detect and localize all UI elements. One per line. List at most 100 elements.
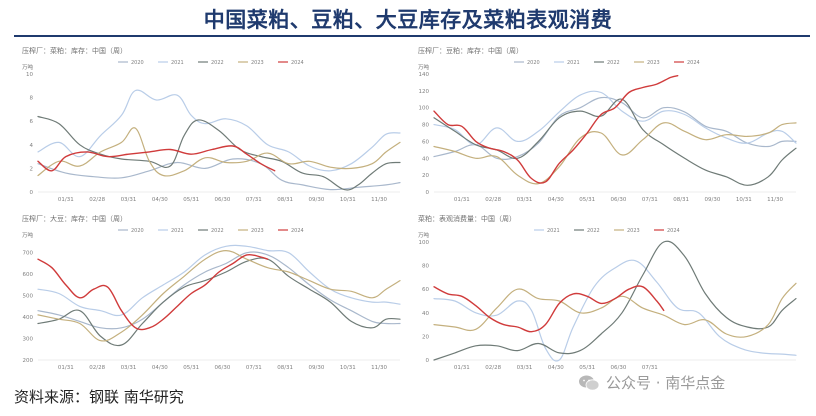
chart-3-svg: 压榨厂：大豆：库存：中国（周） 万吨 2020 2021 2022 2023 2024 200… bbox=[22, 214, 401, 371]
x-tick-label: 07/31 bbox=[642, 197, 658, 203]
x-tick-label: 10/31 bbox=[736, 197, 752, 203]
series-line-2023 bbox=[37, 250, 401, 342]
x-tick-label: 11/30 bbox=[371, 197, 387, 203]
chart-panel-1: 压榨厂：菜粕：库存：中国（周） 万吨 2020 2021 2022 2023 2024 0 2 4… bbox=[14, 40, 406, 205]
y-tick-label: 20 bbox=[422, 334, 429, 340]
legend-label: 2024 bbox=[687, 60, 700, 66]
y-tick-label: 2 bbox=[30, 166, 34, 172]
y-tick-label: 60 bbox=[422, 287, 429, 293]
y-axis-unit: 万吨 bbox=[22, 63, 34, 71]
x-tick-label: 05/31 bbox=[579, 197, 595, 203]
y-tick-label: 8 bbox=[30, 96, 34, 102]
y-tick-label: 300 bbox=[23, 337, 34, 343]
x-tick-label: 04/30 bbox=[548, 365, 564, 371]
y-tick-label: 80 bbox=[422, 123, 429, 129]
x-tick-label: 01/31 bbox=[454, 197, 470, 203]
series-line-2024 bbox=[433, 75, 679, 184]
y-tick-label: 20 bbox=[422, 173, 429, 179]
legend-label: 2021 bbox=[171, 228, 184, 234]
series-line-2022 bbox=[433, 98, 797, 186]
y-tick-label: 0 bbox=[426, 190, 430, 196]
series-line-2022 bbox=[37, 257, 401, 347]
y-tick-label: 4 bbox=[30, 143, 34, 149]
x-tick-label: 11/30 bbox=[371, 365, 387, 371]
legend-label: 2023 bbox=[627, 228, 640, 234]
y-tick-label: 60 bbox=[422, 139, 429, 145]
x-tick-label: 11/30 bbox=[767, 197, 783, 203]
legend-label: 2020 bbox=[131, 228, 144, 234]
legend-label: 2021 bbox=[567, 60, 580, 66]
y-tick-label: 400 bbox=[23, 315, 34, 321]
series-line-2021 bbox=[433, 259, 797, 362]
x-tick-label: 09/30 bbox=[309, 365, 325, 371]
series-line-2021 bbox=[433, 90, 797, 146]
x-tick-label: 08/31 bbox=[277, 197, 293, 203]
legend-label: 2020 bbox=[527, 60, 540, 66]
y-tick-label: 40 bbox=[422, 311, 429, 317]
series-line-2024 bbox=[37, 145, 276, 172]
y-tick-label: 200 bbox=[23, 358, 34, 364]
chart-title: 压榨厂：豆粕：库存：中国（周） bbox=[418, 46, 523, 55]
x-tick-label: 05/31 bbox=[579, 365, 595, 371]
x-tick-label: 06/30 bbox=[215, 365, 231, 371]
series-line-2020 bbox=[37, 251, 401, 330]
y-tick-label: 100 bbox=[419, 240, 430, 246]
chart-title: 压榨厂：菜粕：库存：中国（周） bbox=[22, 46, 127, 55]
title-divider bbox=[14, 35, 810, 37]
x-tick-label: 07/31 bbox=[642, 365, 658, 371]
x-tick-label: 04/30 bbox=[548, 197, 564, 203]
y-tick-label: 80 bbox=[422, 264, 429, 270]
legend-label: 2023 bbox=[647, 60, 660, 66]
chart-2-svg: 压榨厂：豆粕：库存：中国（周） 万吨 2020 2021 2022 2023 2024 0 20… bbox=[418, 46, 797, 203]
y-tick-label: 0 bbox=[30, 190, 34, 196]
legend-label: 2022 bbox=[607, 60, 620, 66]
x-tick-label: 08/31 bbox=[673, 197, 689, 203]
legend-label: 2023 bbox=[251, 60, 264, 66]
legend-label: 2022 bbox=[587, 228, 600, 234]
x-tick-label: 05/31 bbox=[183, 365, 199, 371]
series-line-2023 bbox=[37, 127, 401, 177]
x-tick-label: 01/31 bbox=[454, 365, 470, 371]
series-line-2023 bbox=[433, 282, 797, 338]
legend-label: 2024 bbox=[667, 228, 680, 234]
x-tick-label: 01/31 bbox=[58, 365, 74, 371]
x-tick-label: 04/30 bbox=[152, 197, 168, 203]
legend-label: 2024 bbox=[291, 60, 304, 66]
y-tick-label: 10 bbox=[26, 72, 33, 78]
series-line-2022 bbox=[433, 240, 797, 361]
legend-label: 2021 bbox=[171, 60, 184, 66]
x-tick-label: 02/28 bbox=[89, 197, 105, 203]
watermark: 公众号 · 南华点金 bbox=[578, 372, 725, 393]
x-tick-label: 06/30 bbox=[611, 365, 627, 371]
x-tick-label: 09/30 bbox=[705, 197, 721, 203]
legend-label: 2020 bbox=[131, 60, 144, 66]
chart-1-svg: 压榨厂：菜粕：库存：中国（周） 万吨 2020 2021 2022 2023 2024 0 2 4… bbox=[22, 46, 401, 203]
y-tick-label: 700 bbox=[23, 251, 34, 257]
y-tick-label: 6 bbox=[30, 119, 34, 125]
chart-panel-2: 压榨厂：豆粕：库存：中国（周） 万吨 2020 2021 2022 2023 2024 0 20… bbox=[410, 40, 802, 205]
series-line-2021 bbox=[37, 89, 401, 172]
y-axis-unit: 万吨 bbox=[22, 231, 34, 239]
series-line-2022 bbox=[37, 115, 401, 191]
x-tick-label: 10/31 bbox=[340, 365, 356, 371]
x-tick-label: 05/31 bbox=[183, 197, 199, 203]
x-tick-label: 01/31 bbox=[58, 197, 74, 203]
x-tick-label: 07/31 bbox=[246, 365, 262, 371]
x-tick-label: 03/31 bbox=[517, 197, 533, 203]
wechat-icon bbox=[579, 375, 600, 391]
legend-label: 2022 bbox=[211, 60, 224, 66]
x-tick-label: 03/31 bbox=[121, 197, 137, 203]
y-axis-unit: 万吨 bbox=[418, 231, 430, 239]
y-tick-label: 100 bbox=[419, 106, 430, 112]
y-tick-label: 40 bbox=[422, 156, 429, 162]
x-tick-label: 03/31 bbox=[121, 365, 137, 371]
x-tick-label: 03/31 bbox=[517, 365, 533, 371]
y-axis-unit: 万吨 bbox=[418, 63, 430, 71]
chart-panel-4: 菜粕：表观消费量：中国（周） 万吨 2021 2022 2023 2024 0 20 40 60 8… bbox=[410, 208, 802, 373]
y-tick-label: 500 bbox=[23, 294, 34, 300]
x-tick-label: 02/28 bbox=[485, 365, 501, 371]
x-tick-label: 06/30 bbox=[215, 197, 231, 203]
x-tick-label: 06/30 bbox=[611, 197, 627, 203]
series-line-2020 bbox=[37, 158, 401, 191]
chart-4-svg: 菜粕：表观消费量：中国（周） 万吨 2021 2022 2023 2024 0 20 40 60 8… bbox=[418, 214, 797, 371]
